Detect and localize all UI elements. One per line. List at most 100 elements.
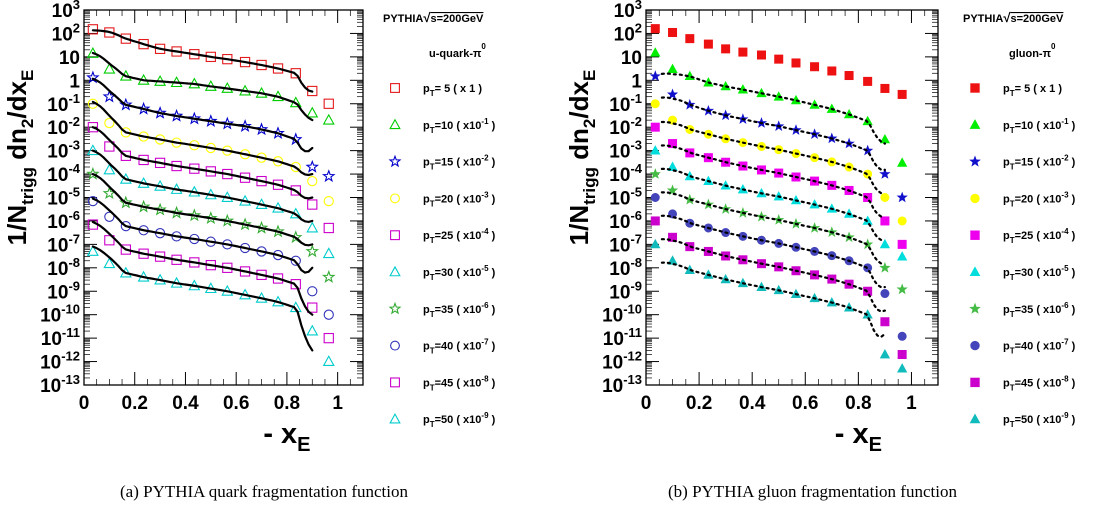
data-point — [897, 350, 907, 360]
data-point — [650, 216, 660, 226]
series-15 — [649, 70, 908, 203]
data-point — [880, 289, 890, 299]
x-tick-label: 1 — [332, 393, 343, 414]
data-point — [650, 99, 660, 109]
legend-label: pT=15 ( x10-2 ) — [423, 154, 496, 172]
data-point — [774, 54, 784, 64]
y-tick-label: 10-12 — [40, 349, 80, 374]
legend-label: pT=50 ( x10-9 ) — [423, 411, 496, 429]
data-point — [897, 239, 907, 249]
x-axis-label: - xE — [263, 418, 310, 456]
y-tick-label: 10-10 — [40, 302, 80, 327]
legend-marker — [970, 340, 980, 351]
data-point — [668, 232, 678, 242]
data-point — [307, 302, 318, 313]
data-point — [862, 115, 873, 126]
legend-marker — [969, 302, 981, 314]
x-tick-labels: 0 0.2 0.4 0.6 0.8 1 — [641, 393, 917, 414]
data-point — [897, 157, 908, 167]
series-45 — [650, 216, 907, 360]
data-point — [649, 70, 661, 82]
series-30 — [650, 145, 908, 261]
legend-label: pT=25 ( x10-4 ) — [423, 227, 496, 245]
data-point — [879, 168, 891, 179]
data-point — [290, 185, 301, 196]
data-point — [104, 141, 115, 152]
data-point — [668, 139, 678, 149]
legend-marker — [970, 193, 980, 204]
y-tick-label: 102 — [52, 20, 80, 45]
legend-label: pT= 5 ( x 1 ) — [1003, 83, 1062, 98]
data-point — [322, 355, 335, 367]
legend-marker — [390, 377, 400, 388]
x-tick-label: 0.8 — [274, 393, 300, 414]
data-point — [238, 119, 252, 133]
y-tick-label: 10-7 — [47, 231, 80, 256]
series-5 — [87, 24, 334, 109]
series-15 — [86, 70, 336, 183]
fit-curve — [91, 126, 314, 200]
data-point — [307, 199, 318, 210]
data-point — [827, 66, 837, 76]
data-point — [204, 114, 218, 127]
data-point — [721, 44, 731, 54]
x-tick-label: 0.8 — [845, 393, 871, 414]
data-point — [650, 238, 661, 249]
data-point — [86, 166, 100, 180]
data-point — [650, 24, 660, 34]
x-tick-label: 0.2 — [122, 393, 148, 414]
y-tick-labels: 10310210110-110-210-310-410-510-610-710-… — [40, 0, 81, 397]
caption-b: (b) PYTHIA gluon fragmentation function — [668, 482, 957, 501]
data-point — [86, 47, 99, 58]
fit-curve — [91, 29, 314, 93]
data-point — [879, 261, 891, 273]
series-50 — [650, 238, 908, 373]
panel-b-gluon-chart: 10310210110-110-210-310-410-510-610-710-… — [564, 0, 1076, 456]
data-point — [306, 324, 319, 336]
fit-curve — [660, 214, 887, 289]
data-point — [685, 34, 695, 44]
legend-marker — [388, 154, 402, 168]
y-tick-label: 103 — [52, 0, 80, 22]
data-point — [649, 168, 661, 179]
series-10 — [650, 47, 908, 167]
legend-label: pT=40 ( x10-7 ) — [1003, 338, 1076, 356]
data-point — [104, 117, 115, 129]
fit-curve — [91, 100, 314, 177]
y-tick-label: 10-6 — [47, 208, 80, 233]
data-point — [87, 122, 99, 133]
data-point — [323, 222, 334, 234]
legend-label: pT=25 ( x10-4 ) — [1003, 227, 1076, 245]
legend-label: pT=20 ( x10-3 ) — [423, 190, 496, 208]
data-point — [104, 211, 115, 222]
data-point — [307, 286, 318, 297]
data-point — [187, 208, 202, 222]
y-tick-label: 102 — [614, 20, 642, 45]
y-tick-labels: 10310210110-110-210-310-410-510-610-710-… — [602, 0, 643, 397]
legend: PYTHIA√s=200GeV gluon-π0 pT= 5 ( x 1 ) pT=1… — [963, 10, 1076, 429]
legend-marker — [390, 340, 400, 351]
fit-curve — [660, 238, 887, 313]
fit-curve — [660, 96, 887, 171]
fit-curve — [660, 261, 887, 339]
legend-title: PYTHIA√s=200GeV — [383, 10, 484, 25]
data-point — [897, 251, 908, 261]
x-tick-label: 0.6 — [792, 393, 818, 414]
data-point — [844, 71, 854, 81]
data-point — [290, 255, 301, 266]
y-tick-label: 10-1 — [47, 91, 80, 116]
data-point — [896, 191, 908, 203]
x-tick-label: 0.6 — [223, 393, 249, 414]
x-tick-label: 0 — [641, 393, 652, 414]
series-25 — [650, 122, 907, 249]
fit-curve — [91, 220, 314, 316]
data-point — [880, 216, 890, 226]
data-point — [103, 62, 116, 74]
data-point — [667, 184, 679, 196]
data-point — [86, 244, 99, 256]
legend-title: PYTHIA√s=200GeV — [963, 10, 1064, 25]
data-point — [667, 161, 678, 171]
data-point — [305, 159, 319, 173]
series-20 — [650, 99, 907, 226]
data-point — [791, 58, 801, 68]
